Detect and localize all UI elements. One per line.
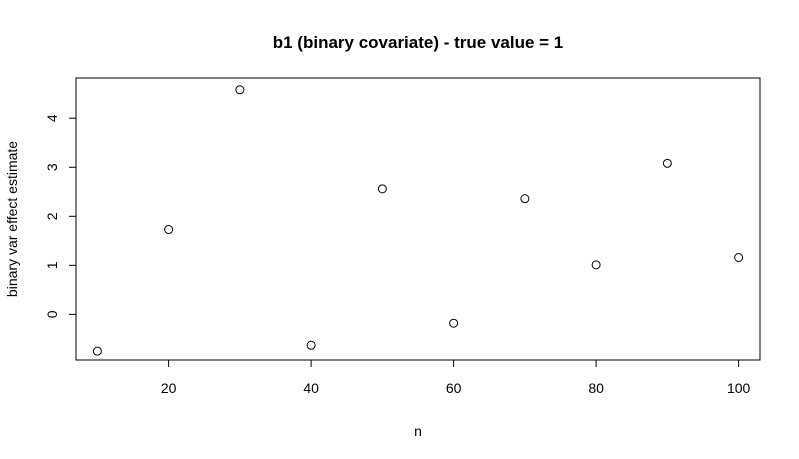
x-tick-label: 20 bbox=[161, 380, 177, 396]
x-tick-label: 40 bbox=[303, 380, 319, 396]
data-point bbox=[662, 158, 672, 168]
data-point bbox=[377, 184, 387, 194]
x-axis: 20 40 60 80 100 bbox=[161, 359, 751, 396]
y-axis: 0 1 2 3 4 bbox=[44, 114, 77, 318]
x-axis-label: n bbox=[414, 423, 422, 439]
data-point bbox=[449, 318, 459, 328]
data-points bbox=[92, 85, 744, 356]
x-tick-label: 60 bbox=[446, 380, 462, 396]
x-tick-label: 100 bbox=[727, 380, 751, 396]
y-tick-label: 3 bbox=[44, 163, 60, 171]
data-point bbox=[734, 252, 744, 262]
chart-title: b1 (binary covariate) - true value = 1 bbox=[273, 33, 564, 52]
data-point bbox=[520, 194, 530, 204]
y-tick-label: 1 bbox=[44, 261, 60, 269]
y-tick-label: 2 bbox=[44, 212, 60, 220]
data-point bbox=[92, 346, 102, 356]
y-tick-label: 4 bbox=[44, 114, 60, 122]
data-point bbox=[164, 225, 174, 235]
y-axis-label: binary var effect estimate bbox=[4, 141, 20, 297]
x-tick-label: 80 bbox=[588, 380, 604, 396]
data-point bbox=[591, 260, 601, 270]
data-point bbox=[235, 85, 245, 95]
y-tick-label: 0 bbox=[44, 310, 60, 318]
data-point bbox=[306, 340, 316, 350]
